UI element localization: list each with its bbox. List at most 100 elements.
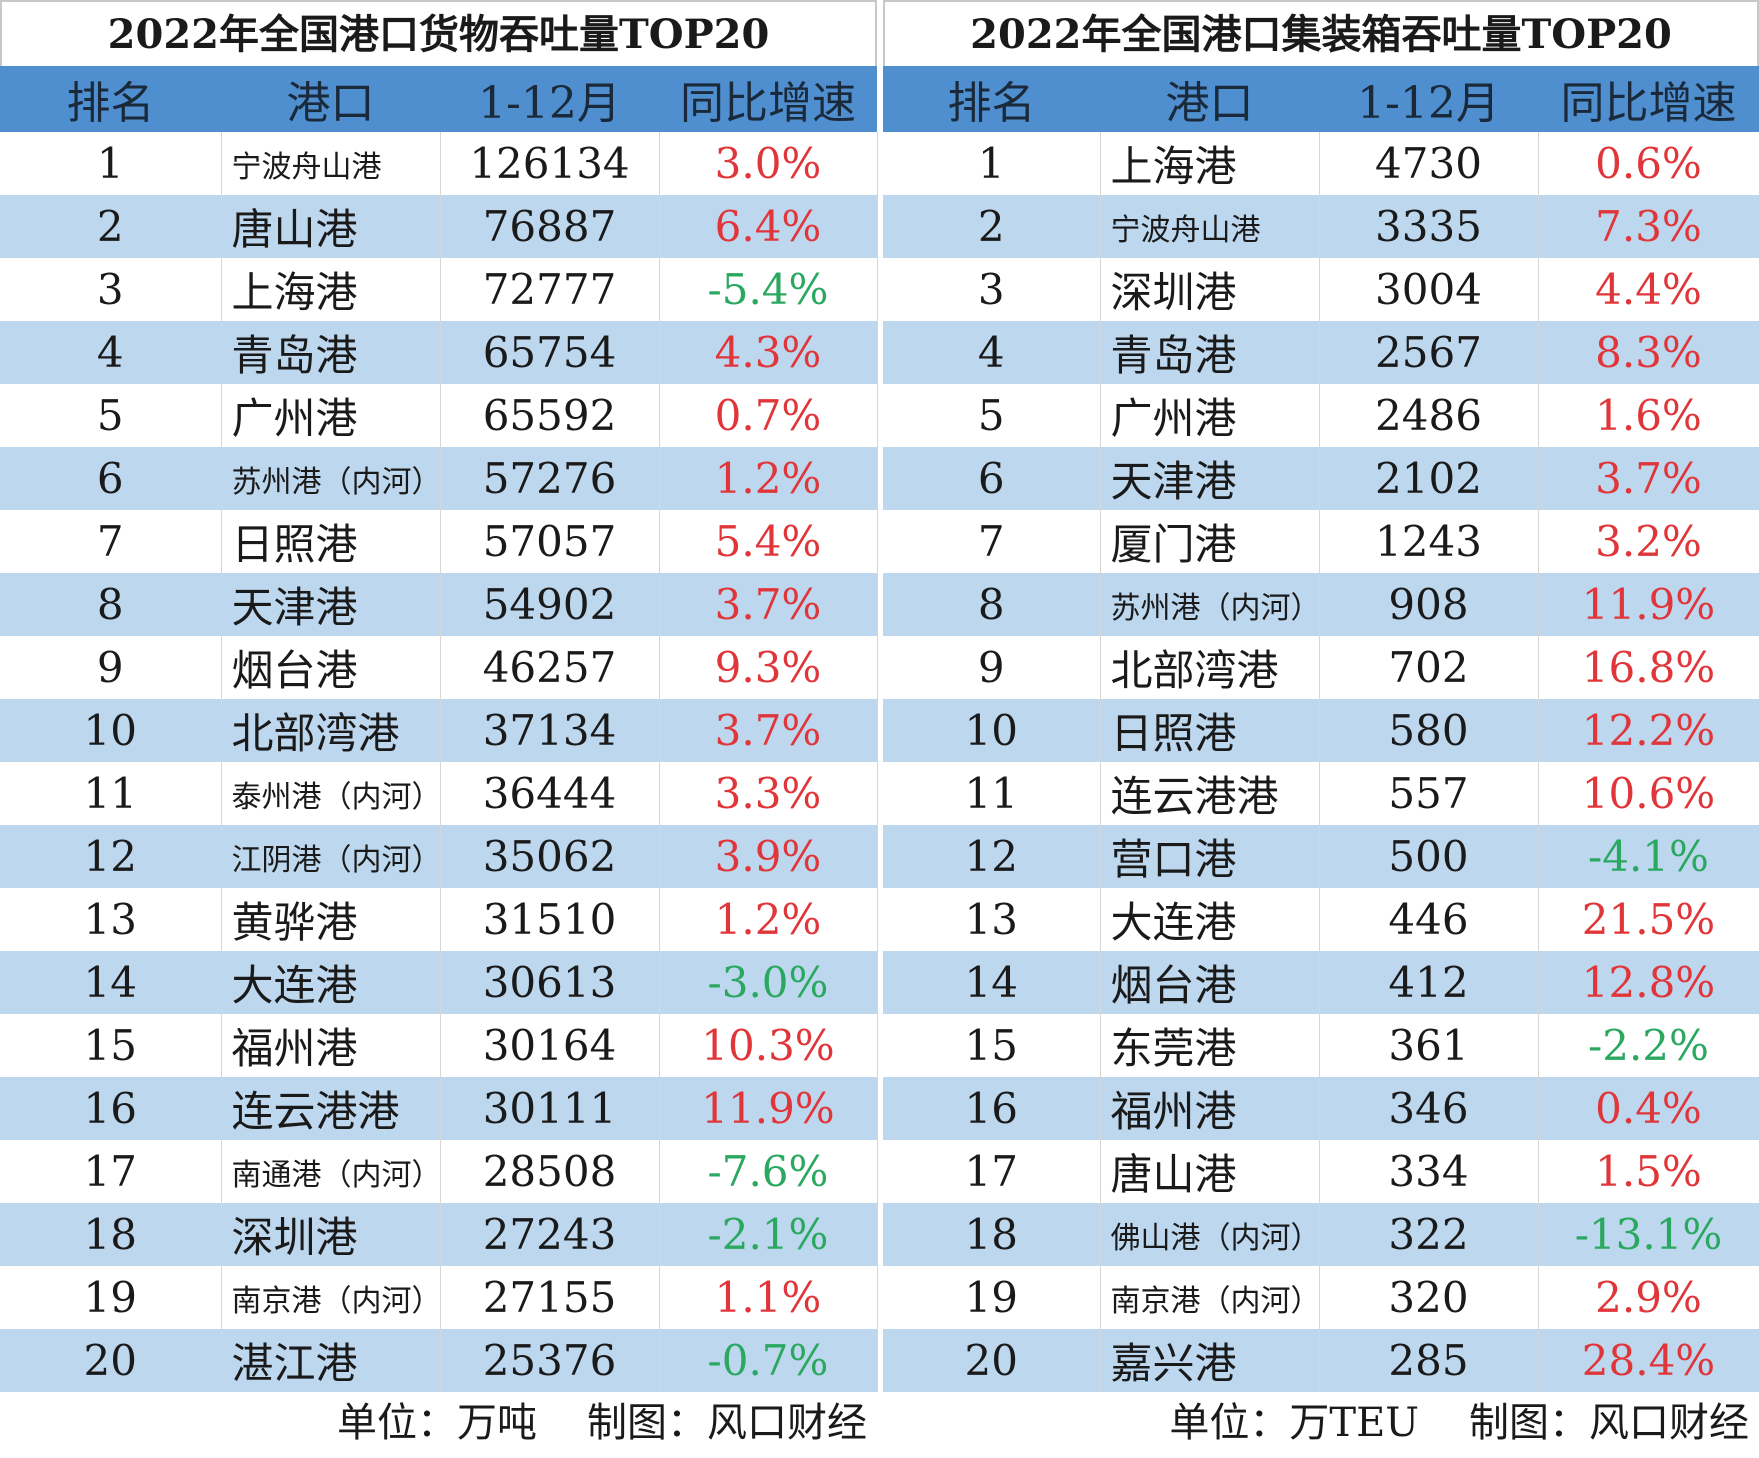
rank-cell: 15 [0,1014,222,1077]
growth-cell: 5.4% [659,510,878,573]
port-cell: 南京港（内河） [221,1266,441,1329]
table-row: 12 江阴港（内河） 35062 3.9% [0,825,878,888]
header-cell: 1-12月 [1319,66,1538,132]
table-row: 15 福州港 30164 10.3% [0,1014,878,1077]
table-row: 4 青岛港 65754 4.3% [0,321,878,384]
value-cell: 27155 [440,1266,660,1329]
data-table: 排名 港口 1-12月 同比增速 1 上海港 4730 0.6% 2 宁波舟山港 3335 7.3% 3… [883,66,1759,1392]
rank-cell: 9 [883,636,1101,699]
table-row: 17 唐山港 334 1.5% [883,1140,1759,1203]
port-cell: 天津港 [221,573,441,636]
value-cell: 322 [1319,1203,1539,1266]
rank-cell: 19 [0,1266,222,1329]
growth-cell: 7.3% [1538,195,1759,258]
header-cell: 排名 [883,66,1100,132]
growth-cell: 16.8% [1538,636,1759,699]
rank-cell: 19 [883,1266,1101,1329]
value-cell: 361 [1319,1014,1539,1077]
rank-cell: 12 [883,825,1101,888]
port-cell: 烟台港 [221,636,441,699]
data-table: 排名 港口 1-12月 同比增速 1 宁波舟山港 126134 3.0% 2 唐山港 76887 6.… [0,66,878,1392]
header-row: 排名 港口 1-12月 同比增速 [0,66,877,132]
growth-cell: -2.2% [1538,1014,1759,1077]
port-cell: 苏州港（内河） [1100,573,1320,636]
table-row: 1 上海港 4730 0.6% [883,132,1759,195]
value-cell: 4730 [1319,132,1539,195]
header-cell: 同比增速 [659,66,877,132]
value-cell: 30164 [440,1014,660,1077]
table-row: 20 嘉兴港 285 28.4% [883,1329,1759,1392]
table-row: 10 北部湾港 37134 3.7% [0,699,878,762]
value-cell: 54902 [440,573,660,636]
table-row: 18 深圳港 27243 -2.1% [0,1203,878,1266]
port-cell: 湛江港 [221,1329,441,1392]
rank-cell: 20 [883,1329,1101,1392]
footer-note: 单位：万TEU [1169,1400,1419,1446]
value-cell: 702 [1319,636,1539,699]
port-cell: 青岛港 [1100,321,1320,384]
port-cell: 营口港 [1100,825,1320,888]
port-cell: 南京港（内河） [1100,1266,1320,1329]
value-cell: 3004 [1319,258,1539,321]
growth-cell: 6.4% [659,195,878,258]
value-cell: 36444 [440,762,660,825]
table-row: 3 深圳港 3004 4.4% [883,258,1759,321]
table-row: 2 宁波舟山港 3335 7.3% [883,195,1759,258]
port-cell: 大连港 [1100,888,1320,951]
port-cell: 广州港 [1100,384,1320,447]
table-row: 16 连云港港 30111 11.9% [0,1077,878,1140]
table-row: 3 上海港 72777 -5.4% [0,258,878,321]
table-row: 19 南京港（内河） 27155 1.1% [0,1266,878,1329]
growth-cell: 0.4% [1538,1077,1759,1140]
growth-cell: 21.5% [1538,888,1759,951]
value-cell: 1243 [1319,510,1539,573]
value-cell: 2102 [1319,447,1539,510]
rank-cell: 14 [883,951,1101,1014]
value-cell: 580 [1319,699,1539,762]
growth-cell: 11.9% [659,1077,878,1140]
port-cell: 天津港 [1100,447,1320,510]
table-row: 9 烟台港 46257 9.3% [0,636,878,699]
rank-cell: 1 [883,132,1101,195]
port-cell: 南通港（内河） [221,1140,441,1203]
value-cell: 57057 [440,510,660,573]
rank-cell: 14 [0,951,222,1014]
growth-cell: 0.7% [659,384,878,447]
table-row: 16 福州港 346 0.4% [883,1077,1759,1140]
value-cell: 285 [1319,1329,1539,1392]
growth-cell: 1.6% [1538,384,1759,447]
growth-cell: 3.3% [659,762,878,825]
cargo-table-panel: 2022年全国港口货物吞吐量TOP20 排名 港口 1-12月 同比增速 1 宁波舟山港 12… [0,0,878,1458]
rank-cell: 11 [883,762,1101,825]
table-row: 8 苏州港（内河） 908 11.9% [883,573,1759,636]
table-row: 13 大连港 446 21.5% [883,888,1759,951]
rank-cell: 5 [883,384,1101,447]
rank-cell: 13 [0,888,222,951]
table-row: 12 营口港 500 -4.1% [883,825,1759,888]
growth-cell: -4.1% [1538,825,1759,888]
table-row: 4 青岛港 2567 8.3% [883,321,1759,384]
rank-cell: 7 [0,510,222,573]
value-cell: 57276 [440,447,660,510]
port-cell: 唐山港 [221,195,441,258]
footer-note: 制图：风口财经 [1469,1400,1749,1446]
value-cell: 500 [1319,825,1539,888]
value-cell: 37134 [440,699,660,762]
value-cell: 31510 [440,888,660,951]
table-row: 9 北部湾港 702 16.8% [883,636,1759,699]
value-cell: 2486 [1319,384,1539,447]
table-row: 19 南京港（内河） 320 2.9% [883,1266,1759,1329]
header-cell: 港口 [1100,66,1319,132]
table-row: 18 佛山港（内河） 322 -13.1% [883,1203,1759,1266]
port-cell: 烟台港 [1100,951,1320,1014]
header-cell: 港口 [221,66,440,132]
rank-cell: 16 [883,1077,1101,1140]
rank-cell: 11 [0,762,222,825]
port-cell: 佛山港（内河） [1100,1203,1320,1266]
growth-cell: 1.2% [659,888,878,951]
port-cell: 日照港 [221,510,441,573]
port-cell: 厦门港 [1100,510,1320,573]
rank-cell: 20 [0,1329,222,1392]
growth-cell: 4.3% [659,321,878,384]
rank-cell: 7 [883,510,1101,573]
